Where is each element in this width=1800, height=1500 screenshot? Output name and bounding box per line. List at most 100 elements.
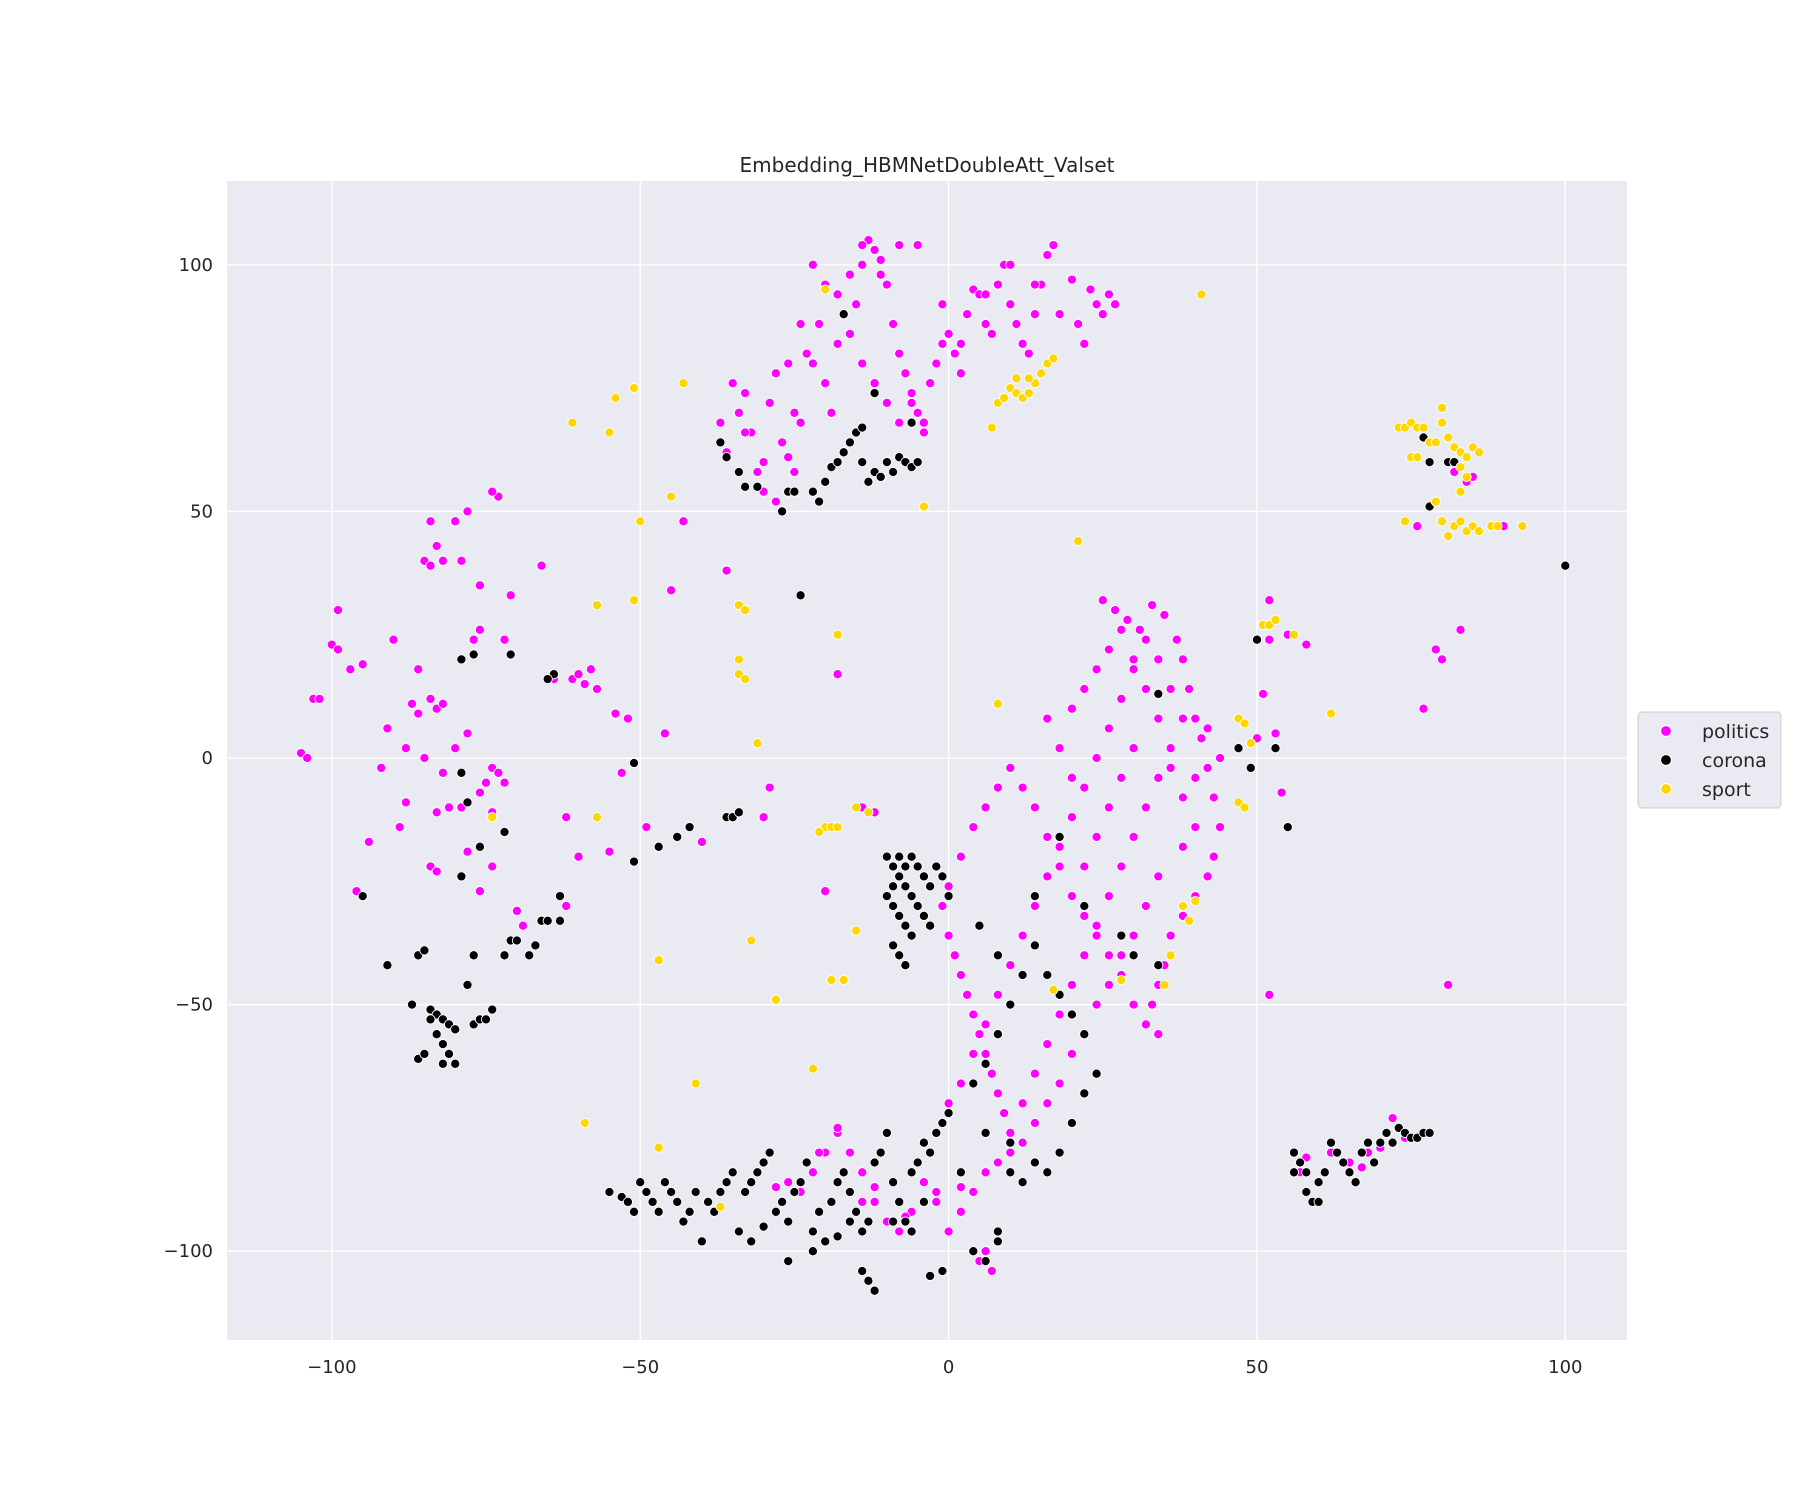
corona-point [653,1206,664,1217]
politics-point [844,1147,855,1158]
politics-point [894,417,905,428]
politics-point [1153,772,1164,783]
series-politics [295,235,1509,1277]
politics-point [955,1078,966,1089]
corona-point [900,920,911,931]
politics-point [986,1068,997,1079]
politics-point [814,1147,825,1158]
corona-point [437,1058,448,1069]
politics-point [425,560,436,571]
politics-point [1110,299,1121,310]
politics-point [1103,644,1114,655]
corona-point [881,891,892,902]
x-tick-label: 100 [1548,1357,1582,1378]
corona-point [1270,743,1281,754]
politics-point [517,920,529,931]
sport-point [1177,900,1188,912]
corona-point [1560,560,1571,571]
corona-point [789,1186,800,1198]
corona-point [450,1058,461,1069]
politics-point [1054,743,1065,754]
sport-point [1461,471,1472,482]
politics-point [875,269,886,280]
politics-point [474,886,485,897]
sport-point [851,802,862,813]
corona-point [857,1265,868,1277]
corona-point [1079,1029,1090,1040]
corona-point [881,851,892,862]
politics-point [1418,703,1429,714]
corona-point [832,1231,843,1242]
politics-point [659,728,670,739]
corona-point [628,856,640,867]
politics-point [1017,782,1028,793]
politics-point [468,634,479,645]
corona-point [894,950,905,961]
corona-point [1301,1167,1312,1178]
legend-label-politics: politics [1702,721,1769,743]
corona-point [925,881,936,892]
politics-point [1017,1137,1028,1148]
politics-point [1005,299,1016,310]
politics-point [332,644,344,655]
politics-point [1177,713,1188,724]
politics-point [740,427,751,438]
sport-point [604,427,615,438]
corona-point [733,466,744,478]
politics-point [740,388,751,399]
politics-point [906,397,917,408]
sport-point [666,491,677,502]
politics-point [462,846,473,857]
sport-point [1492,521,1503,532]
corona-point [795,1177,806,1188]
politics-point [949,348,960,359]
corona-point [881,1127,892,1138]
politics-point [511,905,522,916]
politics-point [962,309,973,320]
politics-point [832,338,843,349]
legend-marker-corona [1659,753,1673,767]
politics-point [1430,644,1441,655]
politics-point [789,466,800,478]
politics-point [715,417,726,428]
politics-point [1042,1039,1053,1050]
politics-point [943,328,954,339]
corona-point [906,417,917,428]
politics-point [536,560,547,571]
sport-point [579,1117,590,1129]
politics-point [1122,614,1133,625]
grid-lines [227,181,1627,1340]
corona-point [918,871,929,882]
politics-point [943,1098,954,1109]
x-axis-ticks: −100 −50 0 50 100 [307,1357,1582,1378]
politics-point [462,728,473,739]
politics-point [770,496,781,507]
politics-point [1073,318,1084,330]
politics-point [1128,831,1139,842]
corona-point [505,649,516,660]
politics-point [814,318,825,330]
politics-point [980,318,991,330]
sport-point [826,974,837,986]
politics-point [1208,792,1219,803]
x-tick-label: −100 [307,1357,356,1378]
politics-point [456,555,467,566]
politics-point [561,900,572,912]
politics-point [1042,871,1053,882]
politics-point [955,338,966,349]
politics-point [1202,762,1213,773]
corona-point [1029,940,1040,951]
sport-point [1455,516,1466,527]
sport-point [1011,373,1022,384]
corona-point [937,1117,948,1129]
corona-point [462,797,473,808]
politics-point [980,1246,991,1257]
politics-point [1017,338,1028,349]
politics-point [561,812,572,823]
corona-point [721,1177,732,1188]
corona-point [740,1186,751,1198]
corona-point [684,1206,695,1217]
corona-point [857,422,868,433]
corona-point [980,1127,991,1138]
politics-point [1270,728,1281,739]
